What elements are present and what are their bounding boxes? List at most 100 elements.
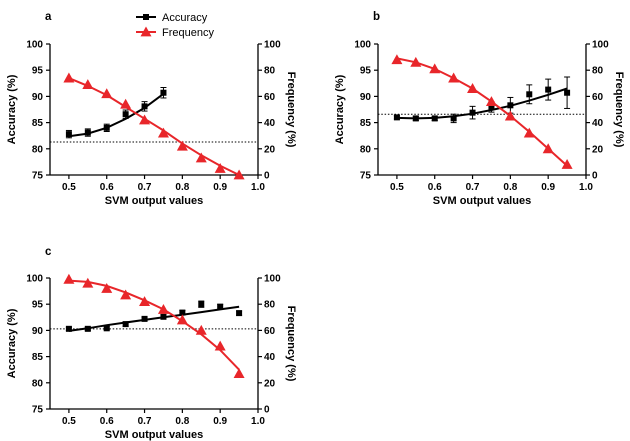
frequency-point (82, 79, 94, 90)
y2-axis-label: Frequency (%) (285, 306, 297, 382)
y2-tick-label: 20 (592, 144, 604, 155)
y2-tick-label: 80 (264, 300, 276, 311)
accuracy-point (469, 109, 476, 116)
frequency-point (504, 110, 516, 121)
frequency-point (429, 63, 441, 74)
accuracy-point (198, 301, 205, 308)
accuracy-point (84, 325, 91, 332)
y2-axis-label: Frequency (%) (613, 72, 625, 148)
frequency-point (485, 96, 497, 107)
y-tick-label: 85 (32, 118, 44, 129)
x-axis-label: SVM output values (105, 195, 203, 207)
frequency-point (561, 159, 573, 169)
y2-tick-label: 20 (264, 378, 276, 389)
y2-tick-label: 80 (592, 66, 604, 77)
x-tick-label: 0.6 (428, 182, 442, 193)
frequency-point (176, 140, 188, 151)
frequency-point (391, 54, 403, 65)
y-tick-label: 90 (360, 92, 372, 103)
x-axis-label: SVM output values (433, 195, 531, 207)
x-tick-label: 0.8 (503, 182, 517, 193)
accuracy-point (236, 310, 243, 317)
accuracy-point (564, 89, 571, 96)
y-tick-label: 75 (360, 171, 372, 182)
legend-accuracy-marker (143, 14, 149, 20)
x-tick-label: 0.8 (175, 416, 189, 427)
y-axis-label: Accuracy (%) (6, 308, 18, 378)
accuracy-point (65, 325, 72, 332)
y2-tick-label: 60 (264, 92, 276, 103)
y-tick-label: 100 (354, 40, 371, 51)
y2-tick-label: 40 (592, 118, 604, 129)
frequency-fit-line (396, 57, 568, 167)
x-tick-label: 0.5 (62, 182, 76, 193)
accuracy-fit-line (68, 305, 240, 332)
y2-tick-label: 40 (264, 352, 276, 363)
y-tick-label: 90 (32, 92, 44, 103)
accuracy-point (393, 114, 400, 121)
y2-tick-label: 100 (264, 40, 281, 51)
accuracy-point (122, 111, 129, 118)
accuracy-point (488, 103, 495, 110)
y2-axis-label: Frequency (%) (285, 72, 297, 148)
frequency-point (233, 169, 245, 180)
panel-label: a (45, 11, 52, 23)
panel-label: c (45, 246, 52, 258)
frequency-point (120, 98, 132, 109)
frequency-point (233, 368, 245, 379)
frequency-point (82, 277, 94, 288)
x-tick-label: 0.7 (138, 416, 152, 427)
y2-tick-label: 100 (264, 274, 281, 285)
x-tick-label: 1.0 (579, 182, 593, 193)
frequency-point (195, 324, 207, 335)
frequency-point (157, 127, 169, 138)
accuracy-point (412, 115, 419, 122)
accuracy-fit-line (68, 92, 165, 138)
accuracy-point (160, 313, 167, 320)
y2-tick-label: 80 (264, 66, 276, 77)
y2-tick-label: 40 (264, 118, 276, 129)
frequency-point (139, 114, 151, 125)
accuracy-fit-line (396, 87, 568, 120)
y2-tick-label: 100 (592, 40, 609, 51)
x-tick-label: 0.5 (390, 182, 404, 193)
y-tick-label: 100 (26, 40, 43, 51)
x-axis-label: SVM output values (105, 429, 203, 441)
frequency-point (101, 88, 113, 99)
y-tick-label: 85 (32, 352, 44, 363)
frequency-point (542, 143, 554, 154)
y-axis-label: Accuracy (%) (6, 74, 18, 144)
x-tick-label: 0.9 (541, 182, 555, 193)
frequency-point (214, 340, 226, 351)
y2-tick-label: 60 (592, 92, 604, 103)
x-tick-label: 1.0 (251, 182, 265, 193)
accuracy-point (103, 325, 110, 332)
x-tick-label: 0.6 (100, 416, 114, 427)
frequency-point (523, 127, 535, 138)
frequency-fit-line (68, 279, 240, 371)
y2-tick-label: 20 (264, 144, 276, 155)
legend: Accuracy Frequency (136, 12, 214, 39)
accuracy-point (122, 321, 129, 328)
panel-label: b (373, 11, 380, 23)
y-tick-label: 80 (360, 144, 372, 155)
y2-tick-label: 0 (264, 171, 270, 182)
accuracy-point (141, 315, 148, 322)
accuracy-point (179, 309, 186, 316)
panel-c: c 0.5 0.6 0.7 0.8 0.9 1.0 75 80 85 90 95 100 0 20 40 60 8… (6, 246, 297, 441)
y-tick-label: 100 (26, 274, 43, 285)
x-tick-label: 0.7 (138, 182, 152, 193)
frequency-point (195, 152, 207, 163)
x-tick-label: 0.9 (213, 416, 227, 427)
y-axis-label: Accuracy (%) (334, 74, 346, 144)
frequency-point (63, 72, 75, 83)
legend-accuracy-label: Accuracy (162, 12, 208, 24)
accuracy-point (84, 129, 91, 136)
frequency-point (467, 83, 479, 93)
accuracy-point (545, 86, 552, 93)
x-tick-label: 0.6 (100, 182, 114, 193)
accuracy-point (160, 89, 167, 96)
x-tick-label: 1.0 (251, 416, 265, 427)
accuracy-point (141, 103, 148, 110)
